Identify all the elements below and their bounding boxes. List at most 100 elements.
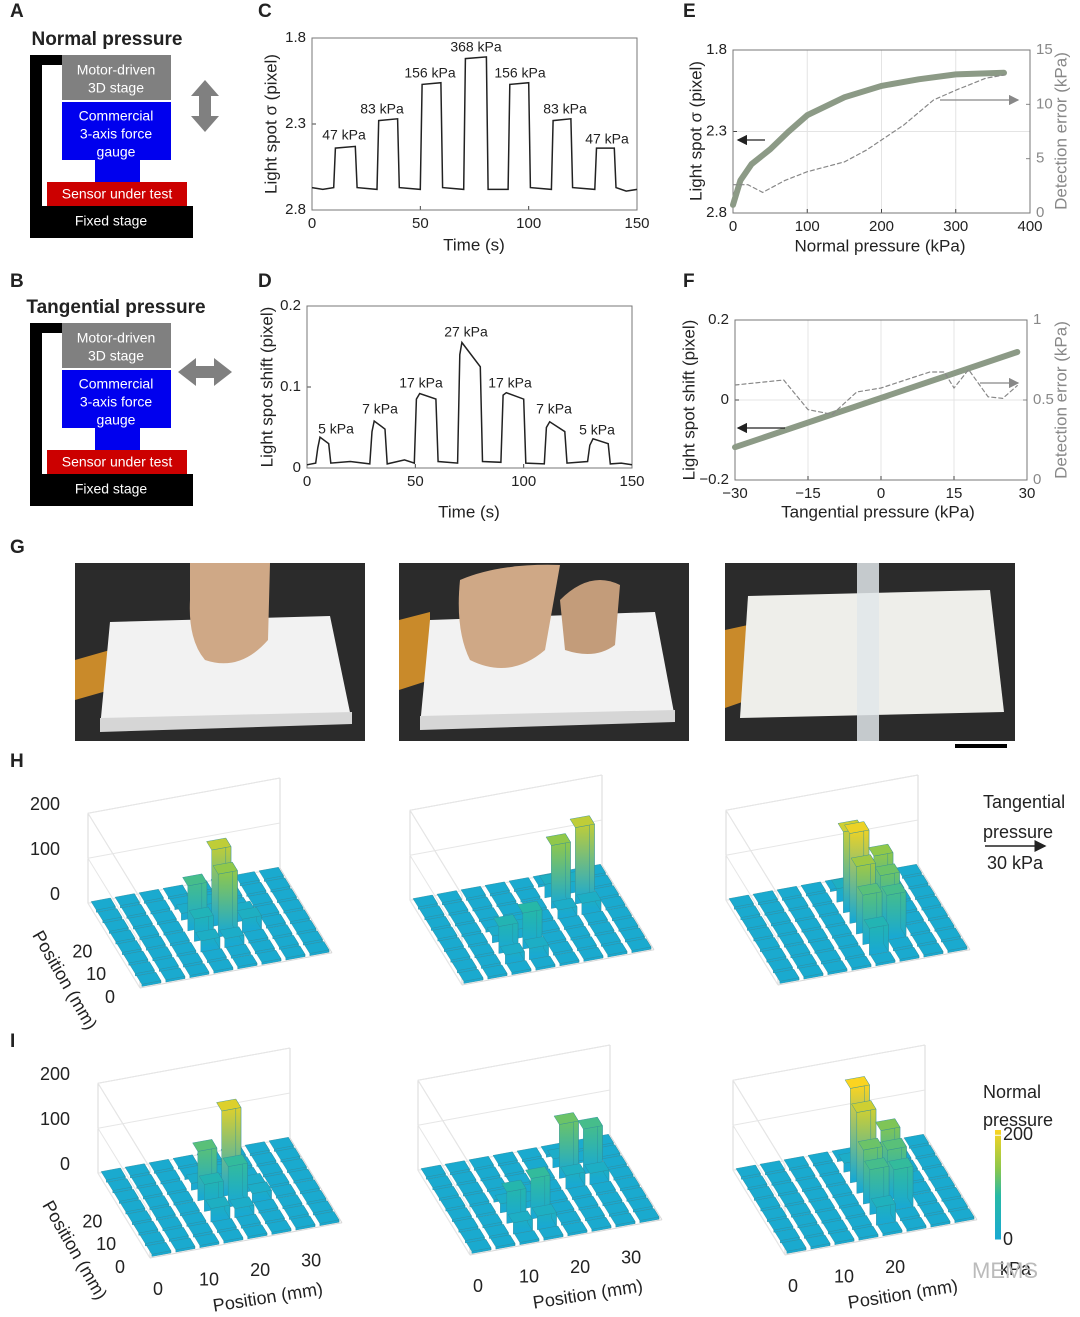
box-edge	[924, 1134, 978, 1221]
bar-top	[127, 914, 153, 928]
bar-top	[258, 867, 284, 880]
bar-top	[267, 924, 293, 937]
bar-top	[188, 906, 214, 920]
x-axis-label: Position (mm)	[211, 1279, 324, 1316]
bar-top	[137, 1184, 163, 1198]
bar-top	[443, 901, 469, 914]
bar-top	[807, 1151, 833, 1165]
bar-top	[113, 1189, 139, 1202]
bar-top	[929, 1176, 955, 1189]
bar-top	[759, 1160, 785, 1173]
bar-top	[877, 1221, 903, 1234]
bar-top	[796, 1177, 822, 1190]
bar-top	[280, 945, 306, 959]
bar-top	[97, 908, 123, 921]
bar-top	[438, 937, 464, 950]
bar-top	[147, 946, 173, 959]
box-edge	[279, 867, 333, 954]
bar-top	[562, 1221, 588, 1234]
label: Sensor under test	[62, 454, 173, 470]
bar-top	[545, 833, 571, 846]
bar-top	[791, 954, 817, 967]
x-axis-label: Time (s)	[443, 235, 505, 254]
y-tick-label: 0.1	[280, 378, 301, 395]
bar-top	[606, 906, 632, 919]
bar-top	[133, 1220, 159, 1234]
bar-top	[555, 1210, 581, 1224]
bar-top	[755, 1196, 781, 1210]
bar-top	[530, 955, 556, 969]
bar-top	[765, 911, 791, 925]
bar-top	[627, 1197, 653, 1211]
bar-top	[501, 1179, 527, 1193]
bar-top	[187, 1222, 213, 1236]
data-band	[730, 69, 1007, 208]
fixed-stage	[30, 474, 193, 506]
force-gauge	[62, 370, 171, 428]
bar-top	[916, 1155, 942, 1168]
y-tick-label: 0	[721, 391, 729, 408]
box-edge	[601, 864, 655, 951]
bar-top	[170, 1237, 196, 1251]
y2-tick-label: 0	[1033, 471, 1041, 488]
bar-top	[778, 932, 804, 946]
y-tick-label: 0	[115, 1257, 125, 1277]
bar-top	[184, 963, 210, 976]
bar-top	[481, 1177, 507, 1190]
bar-top	[131, 1174, 157, 1187]
watermark: MEMS	[972, 1258, 1038, 1283]
bar-top	[244, 1141, 270, 1154]
x-tick-label: 0	[877, 485, 885, 502]
x-tick-label: 400	[1017, 218, 1042, 235]
bar-top	[473, 907, 499, 920]
x-tick-label: 30	[301, 1251, 321, 1271]
bar-top	[477, 1213, 503, 1226]
bar-top	[253, 1198, 279, 1212]
bar-top	[246, 1181, 272, 1194]
bar-top	[420, 1164, 446, 1178]
data-line	[311, 56, 638, 192]
bar-top	[114, 893, 140, 906]
bar-top	[558, 915, 584, 928]
bar-top	[779, 1192, 805, 1205]
diagram-b: Tangential pressure Motor-driven 3D stag…	[26, 297, 232, 506]
x-tick-label: −30	[722, 485, 747, 502]
bar-top	[275, 1147, 301, 1161]
bar-top	[870, 951, 896, 964]
bar-top	[151, 910, 177, 923]
y2-tick-label: 15	[1036, 41, 1053, 58]
bar-top	[484, 881, 510, 895]
annotation: 47 kPa	[585, 131, 629, 147]
bar-top	[291, 920, 317, 933]
box-edge	[461, 949, 655, 986]
bar-top	[590, 1180, 616, 1194]
bar-top	[499, 942, 525, 956]
bar-top	[251, 1152, 277, 1165]
bar-top	[225, 943, 251, 957]
bar-top	[767, 958, 793, 971]
bar-top	[589, 921, 615, 934]
bar-top	[516, 1147, 542, 1160]
bar-top	[569, 815, 595, 828]
bar-top	[218, 1228, 244, 1242]
bar-top	[124, 1163, 150, 1176]
bar-top	[260, 913, 286, 927]
bar-top	[728, 894, 754, 908]
bar-top	[475, 954, 501, 967]
grid-line	[87, 822, 281, 944]
x-tick-label: 20	[885, 1257, 905, 1277]
bar-top	[432, 926, 458, 940]
bar-side	[232, 861, 238, 935]
bar-top	[206, 837, 232, 851]
bar-top	[813, 902, 839, 916]
bar-top	[266, 1220, 292, 1233]
bar-top	[603, 1202, 629, 1215]
bar-top	[576, 891, 602, 904]
bar-top	[875, 1118, 901, 1131]
bar-top	[560, 1163, 586, 1176]
bar-top	[257, 1162, 283, 1176]
bar-top	[457, 1181, 483, 1195]
bar-top	[857, 1137, 883, 1151]
bar-top	[284, 909, 310, 922]
box-edge	[469, 1219, 663, 1256]
